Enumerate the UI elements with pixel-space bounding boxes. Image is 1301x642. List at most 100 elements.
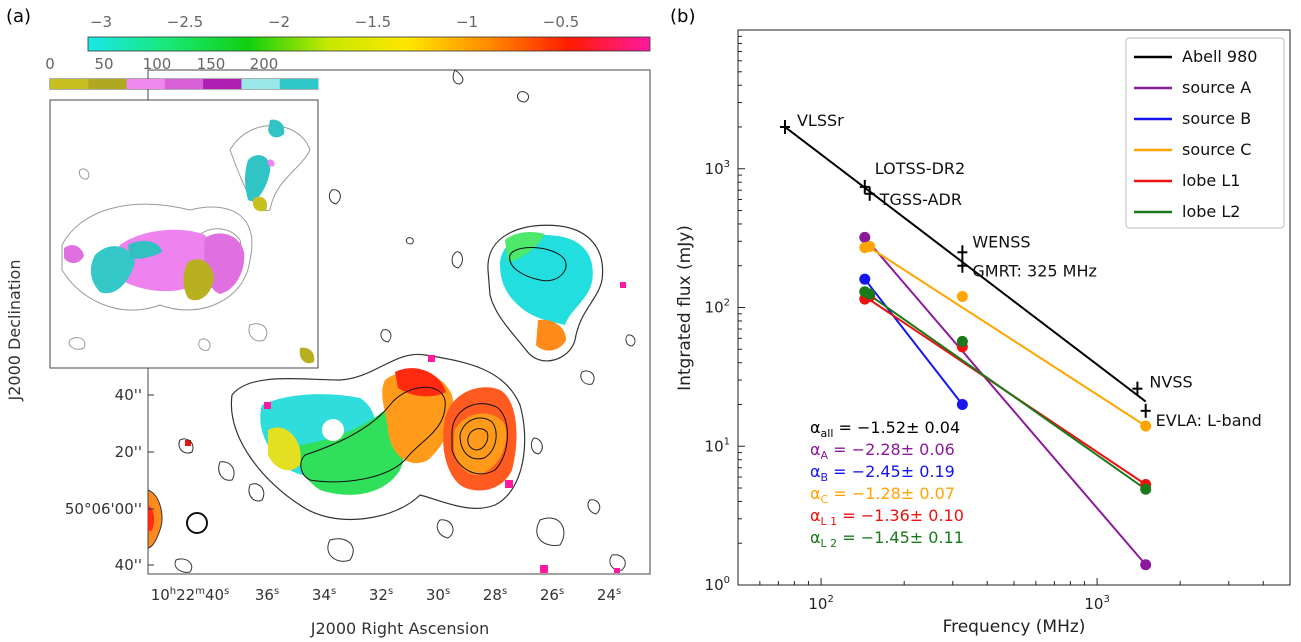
survey-label: GMRT: 325 MHz — [972, 262, 1097, 281]
alpha-l1: αL 1 = −1.36± 0.10 — [810, 506, 964, 528]
y-tick-label: 100 — [705, 575, 730, 594]
abell-980-fit-line — [784, 126, 1147, 403]
data-points — [779, 119, 1152, 571]
colorbar-tick-label: −0.5 — [543, 13, 579, 31]
colorbar-tick-label: −2 — [268, 13, 290, 31]
inset-magenta-east — [204, 233, 245, 294]
inset-cyan-mid — [128, 240, 162, 259]
main-outer-contour — [230, 353, 526, 521]
inset-colorbar-segment — [203, 79, 242, 89]
source-b-data-point — [956, 398, 968, 410]
y-tick-label: 103 — [705, 159, 730, 178]
panel-a-dec-ticks: 40'' 20'' 50°06'00'' 40'' — [65, 386, 154, 574]
fit-lines — [784, 126, 1147, 566]
main-hole — [322, 419, 344, 441]
colorbar-tick-label: −3 — [90, 13, 112, 31]
noise-contours — [174, 70, 636, 573]
inset-map — [61, 119, 315, 364]
ra-tick-label: 32s — [369, 586, 393, 604]
inset-colorbar-tick: 50 — [94, 55, 113, 73]
ra-tick-label: 24s — [597, 586, 621, 604]
colorbar-tick-label: −2.5 — [167, 13, 203, 31]
inset-colorbar-tick: 200 — [250, 55, 279, 73]
ra-tick-label: 10h22m40s — [151, 586, 230, 604]
dec-tick-label: 40'' — [115, 386, 142, 404]
ne-source-green — [505, 232, 545, 262]
main-spix-green — [298, 410, 405, 495]
colorbar-ticks: −3 −2.5 −2 −1.5 −1 −0.5 — [90, 13, 579, 31]
ne-inner-contour — [509, 247, 567, 282]
survey-label: LOTSS-DR2 — [875, 159, 965, 178]
legend-label-source-b: source B — [1182, 109, 1251, 128]
inset-olive-corner — [299, 347, 315, 364]
inset-panel — [49, 99, 319, 369]
point-labels: VLSSr LOTSS-DR2 TGSS-ADR WENSS GMRT: 325 MHz… — [797, 111, 1262, 430]
source-c-data-point — [864, 241, 876, 253]
legend-box — [1125, 37, 1285, 229]
ra-tick-label: 34s — [312, 586, 336, 604]
survey-label: EVLA: L-band — [1156, 411, 1262, 430]
legend-label-abell-980: Abell 980 — [1182, 47, 1257, 66]
inset-cyan-north — [245, 155, 271, 201]
alpha-all: αall = −1.52± 0.04 — [810, 418, 960, 440]
source-a-data-point — [859, 231, 871, 243]
y-axis-ticks: 100 101 102 103 — [705, 35, 745, 594]
alpha-l2: αL 2 = −1.45± 0.11 — [810, 528, 964, 550]
legend: Abell 980 source A source B source C lobe L1… — [1125, 37, 1285, 229]
bottom-pixel-2 — [614, 568, 620, 573]
alpha-b: αB = −2.45± 0.19 — [810, 462, 955, 484]
inset-colorbar-tick: 0 — [45, 55, 55, 73]
inset-magenta-west — [64, 245, 84, 264]
ne-source-tail — [536, 319, 566, 351]
main-spix-red — [395, 368, 446, 397]
y-tick-label: 101 — [705, 436, 730, 455]
legend-label-source-a: source A — [1182, 78, 1251, 97]
inset-colorbar-segment — [164, 79, 204, 89]
source-c-data-point — [956, 291, 968, 303]
x-tick-label: 103 — [1084, 594, 1109, 613]
spectral-index-annotations: αall = −1.52± 0.04 αA = −2.28± 0.06 αB =… — [810, 418, 964, 550]
radio-map — [148, 70, 636, 573]
y-tick-label: 102 — [705, 298, 730, 317]
lobe-l2-data-point — [956, 335, 968, 347]
legend-label-lobe-l1: lobe L1 — [1182, 171, 1240, 190]
panel-a-image: −3 −2.5 −2 −1.5 −1 −0.5 — [5, 13, 651, 638]
legend-label-source-c: source C — [1182, 140, 1251, 159]
panel-a-xlabel: J2000 Right Ascension — [310, 619, 490, 638]
colorbar-tick-label: −1 — [456, 13, 478, 31]
inset-colorbar-segment — [126, 79, 166, 89]
inset-colorbar-segment — [50, 79, 89, 89]
source-c-data-point — [1140, 420, 1152, 432]
ra-tick-label: 28s — [483, 586, 507, 604]
ne-pixel — [620, 282, 626, 288]
abell-980-data-point — [859, 179, 870, 194]
beam-ellipse — [186, 512, 208, 534]
abell-980-data-point — [1132, 381, 1143, 396]
inset-olive-east — [183, 259, 214, 301]
x-tick-label: 102 — [808, 594, 833, 613]
main-inner-contour — [300, 386, 446, 483]
ra-tick-label: 30s — [426, 586, 450, 604]
inset-colorbar-tick: 100 — [143, 55, 172, 73]
dec-tick-label: 40'' — [115, 556, 142, 574]
ra-tick-label: 36s — [255, 586, 279, 604]
legend-items: Abell 980 source A source B source C lobe L1… — [1134, 47, 1257, 221]
east-lobe-core — [453, 413, 507, 475]
red-pixel — [185, 440, 191, 446]
abell-980-data-point — [1140, 403, 1151, 418]
survey-label: VLSSr — [797, 111, 844, 130]
alpha-a: αA = −2.28± 0.06 — [810, 440, 955, 462]
panel-a-ra-ticks: 10h22m40s 36s 34s 32s 30s 28s 26s 24s — [151, 586, 621, 604]
dec-tick-label: 50°06'00'' — [65, 500, 142, 518]
magenta-pixel-2 — [428, 355, 435, 362]
alpha-c: αC = −1.28± 0.07 — [810, 484, 955, 506]
inset-pink-top — [267, 159, 275, 167]
lobe-l2-data-point — [864, 288, 876, 300]
east-lobe-contour-3 — [467, 428, 489, 451]
x-axis-label: Frequency (MHz) — [943, 617, 1086, 637]
magenta-pixel-1 — [264, 402, 271, 409]
colorbar-tick-label: −1.5 — [355, 13, 391, 31]
abell-980-data-point — [957, 245, 968, 260]
inset-colorbar-tick: 150 — [197, 55, 226, 73]
ne-source-spix — [500, 235, 593, 325]
